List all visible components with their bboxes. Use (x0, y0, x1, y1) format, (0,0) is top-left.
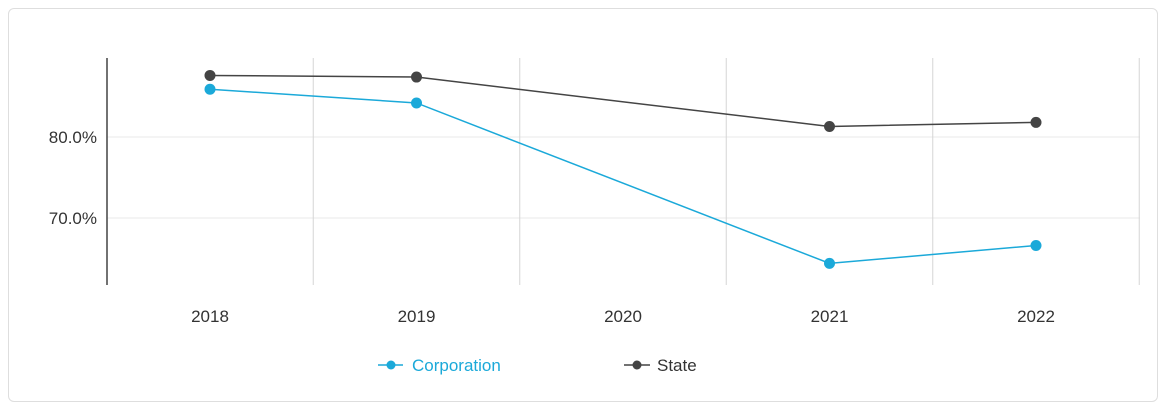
data-point-state[interactable] (824, 120, 835, 132)
x-tick-label: 2021 (811, 307, 849, 326)
series-layer (204, 69, 1042, 269)
data-point-corporation[interactable] (1030, 240, 1042, 252)
data-point-state[interactable] (411, 71, 422, 83)
x-axis-ticks: 2018 2019 2020 2021 2022 (191, 307, 1055, 326)
legend-label-corporation: Corporation (412, 356, 501, 375)
x-tick-label: 2020 (604, 307, 642, 326)
grid (107, 58, 1140, 285)
legend-label-state: State (657, 356, 697, 375)
chart-card (8, 8, 1158, 402)
legend-item-corporation[interactable]: Corporation (378, 356, 501, 375)
x-tick-label: 2018 (191, 307, 229, 326)
series-state (204, 69, 1042, 132)
data-point-state[interactable] (204, 69, 216, 81)
x-tick-label: 2022 (1017, 307, 1055, 326)
y-tick-label: 70.0% (49, 209, 97, 228)
y-axis-ticks: 70.0% 80.0% (49, 128, 97, 228)
data-point-corporation[interactable] (411, 97, 422, 109)
series-line-state (209, 74, 1037, 128)
series-corporation (204, 83, 1042, 269)
legend: Corporation State (378, 356, 697, 375)
legend-marker-state (632, 360, 642, 370)
data-point-corporation[interactable] (824, 257, 835, 269)
data-point-corporation[interactable] (204, 83, 216, 95)
series-line-corporation (209, 88, 1037, 265)
data-point-state[interactable] (1030, 116, 1042, 128)
legend-item-state[interactable]: State (624, 356, 697, 375)
legend-marker-corporation (386, 360, 396, 370)
x-tick-label: 2019 (398, 307, 436, 326)
y-tick-label: 80.0% (49, 128, 97, 147)
